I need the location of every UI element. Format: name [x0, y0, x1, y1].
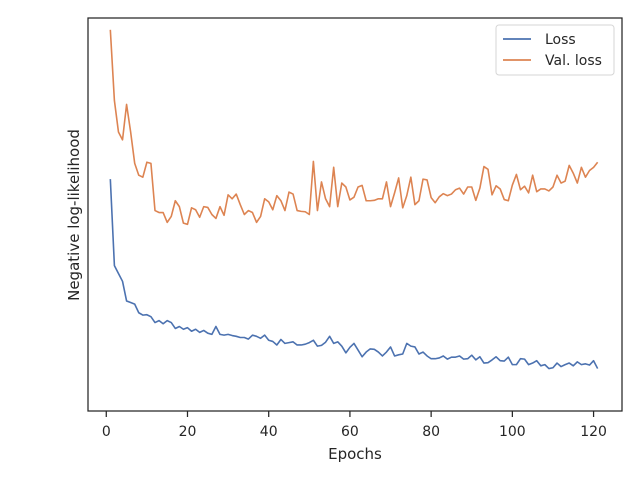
series-line-val-loss — [109, 29, 599, 226]
axes-frame — [87, 17, 623, 412]
x-tick-label: 60 — [341, 424, 359, 440]
x-axis-ticks: 0 20 40 60 80 100 120 — [102, 411, 607, 440]
legend-box — [495, 24, 615, 76]
x-axis-label: Epochs — [328, 445, 382, 463]
series-line-loss — [109, 179, 599, 370]
x-tick-label: 80 — [422, 424, 440, 440]
x-tick-label: 100 — [499, 424, 526, 440]
legend-label-val-loss: Val. loss — [545, 53, 602, 69]
y-axis-label: Negative log-likelihood — [65, 129, 83, 301]
x-tick-label: 20 — [179, 424, 197, 440]
series-layer — [109, 29, 599, 370]
x-tick-label: 40 — [260, 424, 278, 440]
x-tick-label: 120 — [580, 424, 607, 440]
legend-label-loss: Loss — [545, 32, 576, 48]
legend: Loss Val. loss — [495, 24, 615, 76]
x-tick-label: 0 — [102, 424, 111, 440]
